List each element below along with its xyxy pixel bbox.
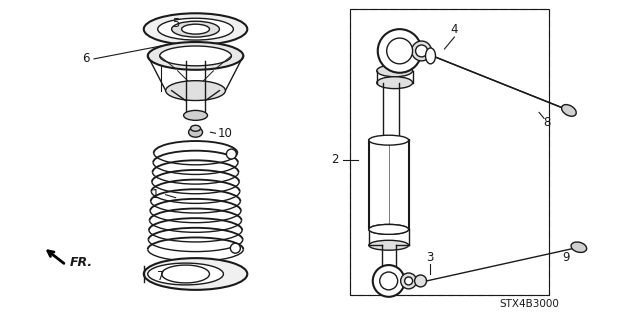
Ellipse shape [415, 45, 428, 57]
Ellipse shape [160, 46, 232, 66]
Text: 5: 5 [172, 17, 179, 30]
Text: FR.: FR. [70, 256, 93, 269]
Text: 2: 2 [331, 153, 339, 167]
Ellipse shape [401, 273, 417, 289]
Ellipse shape [157, 18, 234, 40]
Ellipse shape [172, 21, 220, 37]
Ellipse shape [426, 48, 435, 64]
Ellipse shape [369, 225, 408, 234]
Text: 9: 9 [562, 251, 570, 263]
Ellipse shape [184, 110, 207, 120]
Bar [350, 9, 549, 295]
Ellipse shape [227, 149, 236, 159]
Ellipse shape [148, 263, 223, 285]
Ellipse shape [387, 38, 413, 64]
Ellipse shape [412, 41, 431, 61]
Ellipse shape [166, 81, 225, 100]
Ellipse shape [561, 105, 576, 116]
Ellipse shape [377, 77, 413, 89]
Ellipse shape [191, 125, 200, 131]
Ellipse shape [369, 225, 408, 234]
Text: 6: 6 [83, 52, 90, 65]
Bar [350, 9, 549, 295]
Text: 4: 4 [451, 23, 458, 36]
Text: 8: 8 [543, 116, 550, 129]
Ellipse shape [377, 65, 413, 77]
Text: 3: 3 [426, 251, 433, 263]
Ellipse shape [148, 42, 243, 70]
Ellipse shape [182, 24, 209, 34]
Text: 7: 7 [157, 271, 164, 284]
Ellipse shape [369, 135, 408, 145]
Ellipse shape [144, 258, 247, 290]
Ellipse shape [380, 272, 397, 290]
Ellipse shape [415, 275, 426, 287]
Ellipse shape [144, 13, 247, 45]
Ellipse shape [404, 277, 413, 285]
Ellipse shape [372, 265, 404, 297]
Ellipse shape [378, 29, 422, 73]
Ellipse shape [571, 242, 587, 252]
Ellipse shape [189, 127, 202, 137]
Ellipse shape [369, 240, 408, 250]
Text: STX4B3000: STX4B3000 [499, 299, 559, 309]
Ellipse shape [230, 243, 241, 253]
Text: 1: 1 [152, 188, 159, 201]
Text: 10: 10 [218, 127, 233, 140]
